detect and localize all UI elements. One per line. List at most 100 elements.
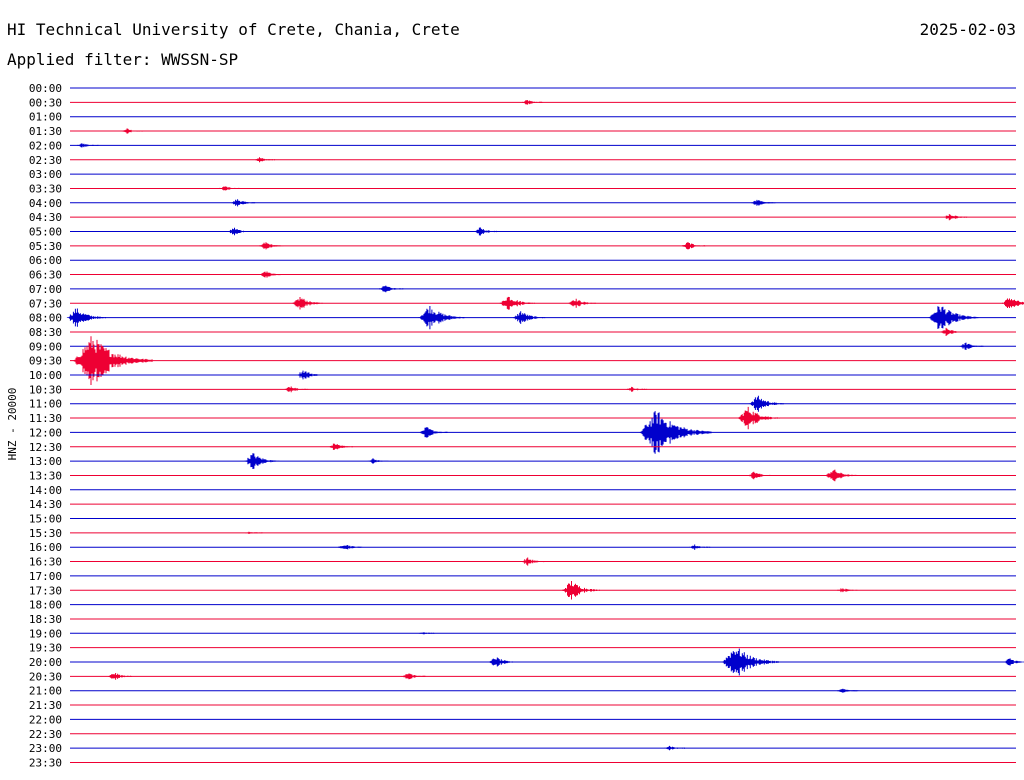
row-time-label: 15:30: [29, 527, 62, 540]
seismic-event: [837, 588, 859, 593]
seismic-event: [338, 545, 363, 550]
row-time-label: 21:30: [29, 699, 62, 712]
seismic-event: [379, 285, 404, 293]
seismic-event: [259, 242, 284, 250]
row-time-label: 10:00: [29, 369, 62, 382]
row-time-label: 17:00: [29, 570, 62, 583]
seismic-event: [721, 648, 779, 676]
seismic-event: [737, 406, 781, 430]
seismic-event: [567, 298, 596, 308]
date-label: 2025-02-03: [919, 20, 1016, 39]
seismic-event: [108, 673, 133, 680]
seismic-event: [121, 128, 143, 134]
seismic-event: [244, 453, 280, 469]
seismic-event: [228, 227, 252, 236]
seismic-event: [748, 395, 784, 412]
seismic-event: [626, 386, 648, 392]
seismic-event: [231, 199, 256, 207]
seismic-event: [959, 342, 984, 350]
row-time-label: 02:30: [29, 154, 62, 167]
seismic-event: [1003, 658, 1024, 666]
row-time-label: 19:30: [29, 642, 62, 655]
row-time-label: 05:30: [29, 240, 62, 253]
seismic-event: [837, 688, 859, 693]
row-time-label: 13:30: [29, 469, 62, 482]
row-time-label: 22:00: [29, 713, 62, 726]
row-time-label: 23:30: [29, 756, 62, 769]
row-time-label: 02:00: [29, 139, 62, 152]
row-time-label: 21:00: [29, 685, 62, 698]
row-time-label: 20:00: [29, 656, 62, 669]
seismic-event: [521, 557, 546, 566]
seismic-event: [689, 544, 711, 550]
seismic-event: [928, 306, 979, 329]
row-time-label: 12:30: [29, 441, 62, 454]
row-time-label: 01:30: [29, 125, 62, 138]
row-time-label: 20:30: [29, 670, 62, 683]
seismic-event: [401, 673, 426, 680]
seismic-event: [488, 657, 517, 667]
seismic-event: [940, 327, 965, 336]
row-time-label: 14:30: [29, 498, 62, 511]
seismic-event: [418, 632, 436, 635]
seismic-event: [259, 271, 284, 278]
seismic-event: [419, 427, 448, 438]
row-time-label: 16:30: [29, 556, 62, 569]
row-time-label: 10:30: [29, 383, 62, 396]
seismic-event: [66, 308, 106, 327]
row-time-label: 08:00: [29, 312, 62, 325]
seismic-event: [499, 296, 535, 310]
row-time-label: 19:00: [29, 627, 62, 640]
row-time-label: 05:00: [29, 226, 62, 239]
row-time-label: 06:00: [29, 254, 62, 267]
row-time-label: 08:30: [29, 326, 62, 339]
row-time-label: 12:00: [29, 426, 62, 439]
row-time-label: 09:30: [29, 355, 62, 368]
seismic-event: [943, 214, 968, 221]
seismic-event: [367, 458, 389, 464]
seismic-event: [522, 100, 544, 105]
seismic-event: [664, 745, 685, 751]
row-time-label: 06:30: [29, 269, 62, 282]
row-time-label: 16:00: [29, 541, 62, 554]
filter-label: Applied filter: WWSSN-SP: [7, 50, 239, 69]
row-time-label: 07:30: [29, 297, 62, 310]
station-title: HI Technical University of Crete, Chania…: [7, 20, 460, 39]
row-time-label: 22:30: [29, 728, 62, 741]
seismic-event: [682, 242, 706, 250]
row-time-label: 17:30: [29, 584, 62, 597]
seismic-event: [245, 531, 263, 534]
row-time-label: 07:00: [29, 283, 62, 296]
row-time-label: 14:00: [29, 484, 62, 497]
seismic-event: [418, 306, 465, 330]
seismic-event: [562, 581, 601, 600]
row-time-label: 00:00: [29, 82, 62, 95]
row-time-label: 18:30: [29, 613, 62, 626]
seismic-event: [639, 411, 712, 454]
row-time-label: 11:00: [29, 398, 62, 411]
seismic-event: [77, 143, 99, 148]
row-time-label: 03:30: [29, 182, 62, 195]
seismic-event: [748, 471, 773, 480]
row-time-label: 01:00: [29, 111, 62, 124]
row-time-label: 23:00: [29, 742, 62, 755]
seismic-event: [73, 336, 153, 385]
seismic-event: [296, 370, 325, 380]
row-time-label: 00:30: [29, 96, 62, 109]
seismic-event: [473, 227, 498, 236]
seismic-event: [825, 469, 858, 482]
row-time-label: 15:00: [29, 513, 62, 526]
trace-group: [66, 87, 1024, 763]
seismic-event: [328, 443, 353, 450]
row-time-label: 04:00: [29, 197, 62, 210]
seismic-event: [1002, 298, 1024, 308]
y-axis-label: HNZ - 20000: [6, 388, 19, 461]
row-time-label: 18:00: [29, 599, 62, 612]
seismic-event: [513, 311, 546, 324]
row-time-label: 09:00: [29, 340, 62, 353]
seismic-event: [751, 199, 776, 206]
row-time-label: 13:00: [29, 455, 62, 468]
row-time-label: 04:30: [29, 211, 62, 224]
